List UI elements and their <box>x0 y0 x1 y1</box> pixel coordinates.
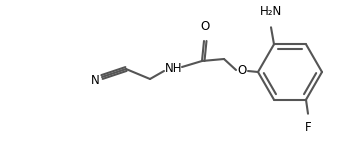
Text: O: O <box>238 64 247 78</box>
Text: NH: NH <box>165 62 183 75</box>
Text: O: O <box>200 20 210 33</box>
Text: N: N <box>91 73 99 86</box>
Text: F: F <box>305 121 311 134</box>
Text: H₂N: H₂N <box>260 5 282 18</box>
